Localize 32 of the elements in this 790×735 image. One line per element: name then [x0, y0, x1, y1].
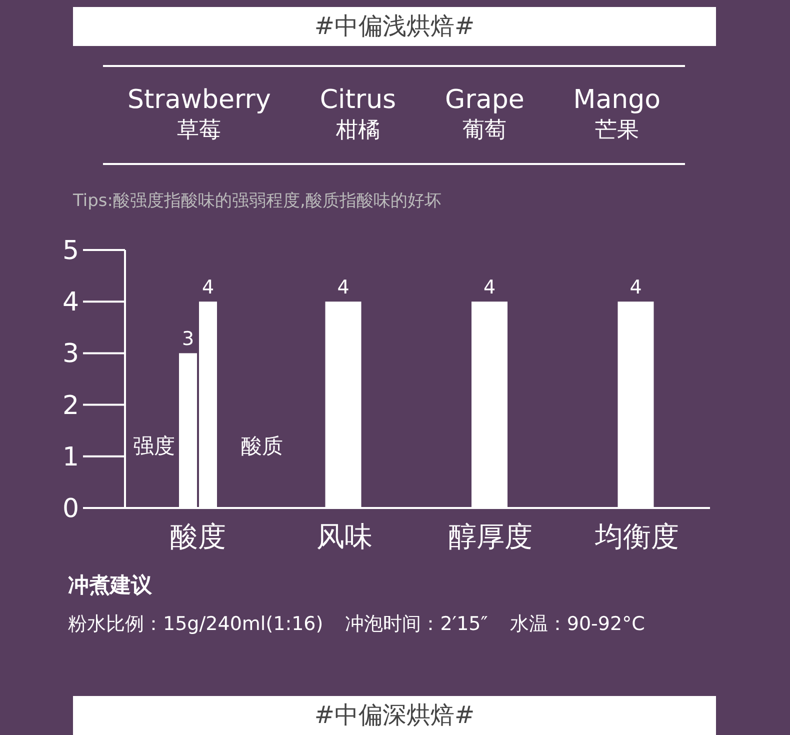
- series-label: 酸质: [241, 434, 283, 458]
- text: 冲煮建议: [68, 572, 152, 599]
- y-tick-label: 4: [62, 288, 79, 318]
- data-label: 4: [630, 276, 642, 299]
- data-label: 3: [182, 328, 194, 350]
- text: 草莓: [176, 117, 222, 145]
- text: 水温：90-92°C: [510, 612, 645, 637]
- text: 芒果: [594, 117, 640, 145]
- text: Tips:酸强度指酸味的强弱程度,酸质指酸味的好坏: [73, 190, 442, 212]
- text: Grape: [445, 85, 524, 115]
- text: Mango: [573, 85, 661, 115]
- x-tick-label: 醇厚度: [448, 520, 533, 553]
- text: 冲泡时间：2′15″: [345, 612, 488, 637]
- text: 柑橘: [334, 117, 381, 145]
- y-tick-label: 2: [62, 390, 79, 421]
- text: Strawberry: [127, 85, 271, 115]
- text: Citrus: [320, 85, 396, 115]
- x-tick-label: 风味: [316, 520, 372, 553]
- data-label: 4: [337, 276, 350, 299]
- text: #中偏深烘焙#: [73, 696, 716, 735]
- text: 粉水比例：15g/240ml(1:16): [68, 612, 324, 637]
- x-tick-label: 均衡度: [594, 520, 679, 553]
- data-label: 4: [483, 276, 496, 299]
- text: 葡萄: [462, 117, 508, 145]
- data-label: 4: [202, 276, 214, 299]
- y-tick-label: 1: [62, 442, 79, 472]
- x-tick-label: 酸度: [170, 520, 226, 553]
- legend-label: 强度: [133, 434, 175, 458]
- y-tick-label: 5: [62, 236, 79, 266]
- y-tick-label: 3: [62, 339, 79, 370]
- y-tick-label: 0: [62, 494, 79, 524]
- chart-title: #中偏浅烘焙#: [73, 7, 716, 46]
